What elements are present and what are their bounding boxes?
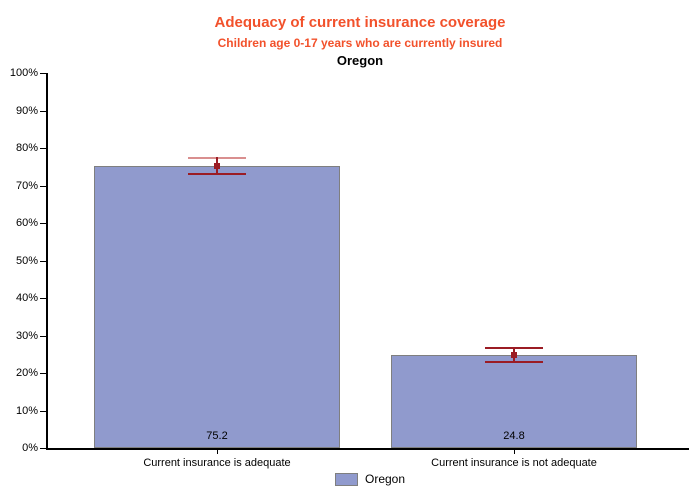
x-axis-tick: [217, 450, 218, 454]
y-axis-tick-label: 100%: [9, 67, 38, 79]
chart-header: Adequacy of current insurance coverage C…: [20, 14, 700, 69]
y-axis-tick: [40, 410, 46, 412]
y-axis-tick-label: 10%: [15, 404, 38, 417]
y-axis-tick-label: 50%: [15, 254, 38, 267]
x-axis-category-label: Current insurance is not adequate: [431, 457, 597, 469]
x-axis-category-label: Current insurance is adequate: [143, 457, 291, 469]
error-bar-mean-marker: [511, 352, 517, 358]
y-axis-tick: [40, 185, 46, 187]
legend-label: Oregon: [365, 472, 406, 486]
bar: 75.2: [94, 166, 340, 448]
y-axis-tick: [40, 298, 46, 299]
y-axis-tick: [40, 73, 46, 74]
y-axis-tick-label: 40%: [15, 292, 38, 304]
y-axis-tick-label: 80%: [15, 142, 38, 154]
y-axis-tick-label: 90%: [15, 104, 38, 117]
y-axis-tick: [40, 148, 46, 149]
x-axis-line: [46, 448, 689, 450]
chart-title: Adequacy of current insurance coverage: [214, 14, 506, 31]
legend-swatch: [335, 472, 358, 486]
chart-subtitle: Children age 0-17 years who are currentl…: [217, 35, 503, 50]
y-axis-tick: [40, 260, 46, 262]
y-axis-tick-label: 20%: [15, 367, 38, 379]
bar-value-label: 75.2: [206, 430, 228, 442]
y-axis-tick: [40, 335, 46, 337]
y-axis-tick: [40, 448, 46, 449]
x-axis-tick: [514, 450, 515, 454]
y-axis-tick: [40, 223, 46, 224]
y-axis-tick: [40, 110, 46, 112]
y-axis-tick: [40, 373, 46, 374]
bar: 24.8: [391, 355, 637, 448]
y-axis-tick-label: 0%: [22, 442, 38, 454]
error-bar-mean-marker: [214, 163, 220, 169]
plot-area: 0% 10% 20% 30% 40% 50% 60% 70% 80% 90% 100% 75.2 Cur…: [10, 67, 689, 469]
y-axis-line: [46, 73, 48, 448]
chart-location-title: Oregon: [336, 52, 384, 68]
bar-value-label: 24.8: [503, 430, 525, 442]
y-axis-tick-label: 60%: [15, 217, 38, 229]
y-axis-tick-label: 30%: [15, 329, 38, 342]
legend: Oregon: [335, 472, 405, 486]
y-axis-tick-label: 70%: [15, 179, 38, 192]
